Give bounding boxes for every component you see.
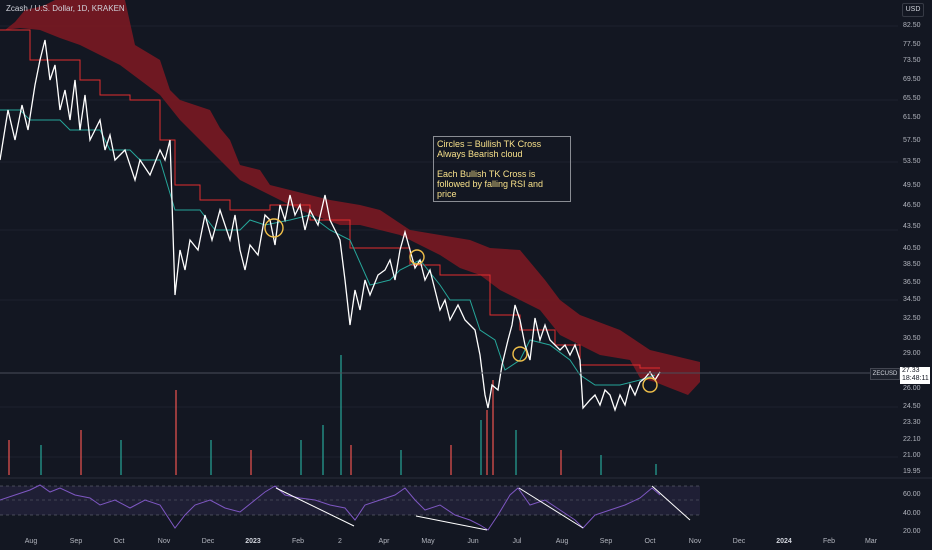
price-tick: 21.00 — [903, 452, 921, 459]
price-tick: 53.50 — [903, 158, 921, 165]
tk-cross-circle — [642, 377, 658, 393]
price-tick: 57.50 — [903, 137, 921, 144]
rsi-divergence-lines — [275, 485, 691, 531]
kijun-sen-line — [0, 29, 660, 369]
annotation-line: Circles = Bullish TK Cross — [437, 139, 542, 149]
time-tick: Apr — [378, 538, 390, 545]
tk-cross-circle — [409, 249, 425, 265]
time-tick: Nov — [157, 538, 171, 545]
annotation-line: Each Bullish TK Cross is — [437, 169, 536, 179]
divergence-line — [518, 487, 584, 529]
time-tick: Sep — [599, 538, 613, 545]
time-tick: Sep — [69, 538, 83, 545]
price-tick: 49.50 — [903, 182, 921, 189]
time-tick: Nov — [688, 538, 702, 545]
ichimoku-cloud — [5, 0, 700, 395]
bar-countdown: 18:48:11 — [902, 375, 929, 382]
time-tick: 2 — [338, 538, 342, 545]
price-tick: 26.00 — [903, 385, 921, 392]
tenkan-sen-line — [0, 109, 656, 386]
currency-button[interactable]: USD — [902, 3, 924, 17]
last-price-label: 27.33 18:48:11 — [900, 367, 930, 384]
text-annotation[interactable]: Circles = Bullish TK Cross Always Bearis… — [433, 136, 571, 202]
time-tick: Aug — [555, 538, 569, 545]
time-tick: Oct — [113, 538, 125, 545]
price-tick: 40.50 — [903, 245, 921, 252]
divergence-line — [651, 485, 691, 521]
price-line — [0, 39, 661, 413]
price-tick: 19.95 — [903, 468, 921, 475]
time-tick: Aug — [24, 538, 38, 545]
time-tick: Feb — [822, 538, 836, 545]
time-tick: Jun — [467, 538, 479, 545]
annotation-line: Always Bearish cloud — [437, 149, 523, 159]
last-price-value: 27.33 — [902, 367, 920, 374]
symbol-price-tag: ZECUSD — [870, 368, 900, 380]
time-tick: Oct — [644, 538, 656, 545]
price-tick: 30.50 — [903, 335, 921, 342]
rsi-tick: 60.00 — [903, 491, 921, 498]
symbol-title[interactable]: Zcash / U.S. Dollar, 1D, KRAKEN — [6, 4, 125, 13]
volume-bars — [8, 355, 657, 475]
price-tick: 23.30 — [903, 419, 921, 426]
price-tick: 29.00 — [903, 350, 921, 357]
price-tick: 38.50 — [903, 261, 921, 268]
price-tick: 32.50 — [903, 315, 921, 322]
tk-cross-circle — [264, 218, 284, 238]
time-tick: Dec — [201, 538, 215, 545]
rsi-tick: 40.00 — [903, 510, 921, 517]
time-tick: Jul — [512, 538, 522, 545]
tk-cross-markers — [264, 218, 658, 393]
rsi-tick: 20.00 — [903, 528, 921, 535]
price-tick: 46.50 — [903, 202, 921, 209]
price-tick: 65.50 — [903, 95, 921, 102]
time-tick: Dec — [732, 538, 746, 545]
annotation-line: price — [437, 189, 457, 199]
annotation-line: followed by falling RSI and — [437, 179, 544, 189]
divergence-line — [415, 515, 488, 531]
price-tick: 77.50 — [903, 41, 921, 48]
price-tick: 34.50 — [903, 296, 921, 303]
tk-cross-circle — [512, 346, 528, 362]
price-tick: 69.50 — [903, 76, 921, 83]
time-tick: May — [421, 538, 435, 545]
time-tick: Mar — [864, 538, 878, 545]
price-tick: 22.10 — [903, 436, 921, 443]
time-tick: 2024 — [776, 538, 792, 545]
price-tick: 36.50 — [903, 279, 921, 286]
divergence-line — [275, 487, 355, 527]
price-tick: 82.50 — [903, 22, 921, 29]
price-tick: 43.50 — [903, 223, 921, 230]
price-tick: 24.50 — [903, 403, 921, 410]
time-tick: Feb — [291, 538, 305, 545]
price-tick: 73.50 — [903, 57, 921, 64]
price-tick: 61.50 — [903, 114, 921, 121]
time-tick: 2023 — [245, 538, 261, 545]
rsi-line — [0, 484, 661, 531]
rsi-band — [0, 486, 700, 515]
